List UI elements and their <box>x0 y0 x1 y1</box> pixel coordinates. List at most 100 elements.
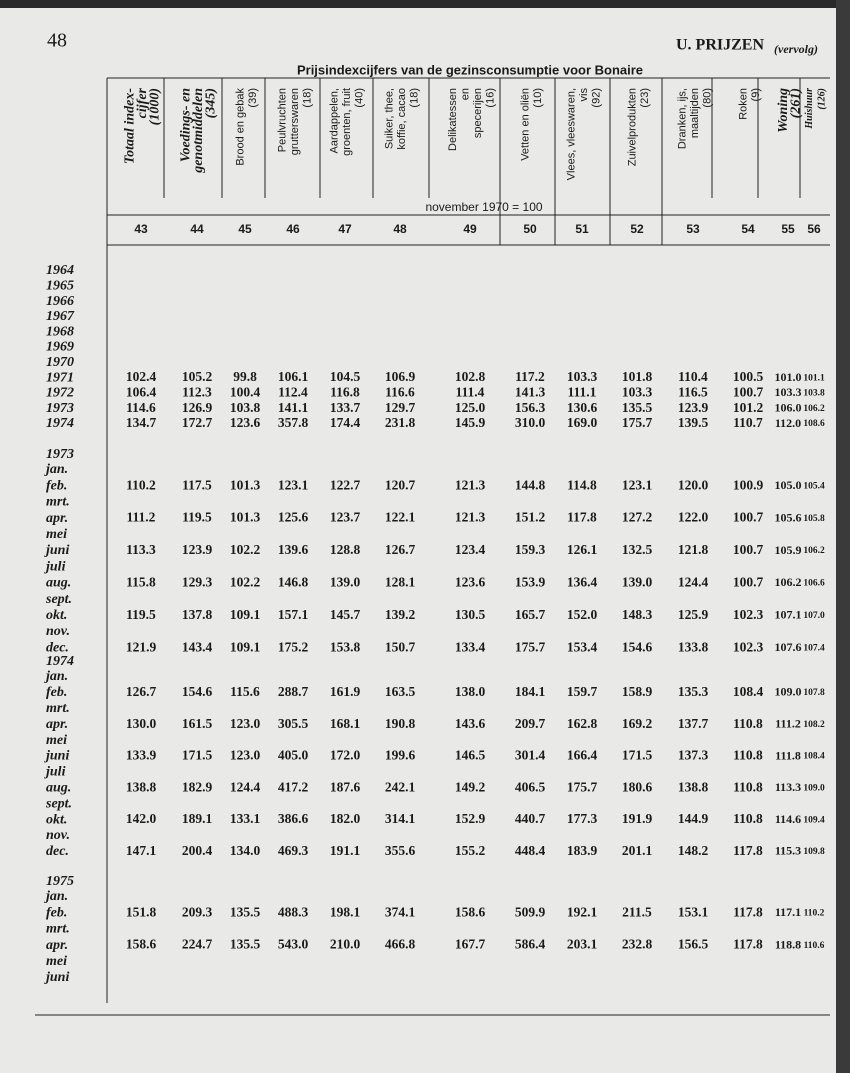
column-header-line: Huishuur <box>804 88 815 130</box>
row-label: mrt. <box>46 701 70 716</box>
column-header-line: Vetten en oliën <box>520 88 532 161</box>
cell-value: 105.2 <box>182 369 213 384</box>
cell-value: 107.4 <box>803 643 825 653</box>
cell-value: 171.5 <box>182 748 213 763</box>
cell-value: 108.4 <box>803 752 825 762</box>
cell-value: 106.4 <box>126 384 157 399</box>
cell-value: 174.4 <box>330 415 361 430</box>
column-header-line: (345) <box>204 88 219 118</box>
cell-value: 135.5 <box>230 937 261 952</box>
cell-value: 128.8 <box>330 542 361 557</box>
cell-value: 123.1 <box>278 477 309 492</box>
cell-value: 123.6 <box>230 415 261 430</box>
cell-value: 118.8 <box>775 937 801 951</box>
cell-value: 466.8 <box>385 937 416 952</box>
cell-value: 109.1 <box>230 607 261 622</box>
row-label: dec. <box>46 844 69 859</box>
cell-value: 154.6 <box>622 639 653 654</box>
cell-value: 153.8 <box>330 639 361 654</box>
cell-value: 110.2 <box>804 908 825 918</box>
cell-value: 169.0 <box>567 415 598 430</box>
cell-value: 139.0 <box>622 574 653 589</box>
cell-value: 106.1 <box>278 369 309 384</box>
cell-value: 200.4 <box>182 843 213 858</box>
cell-value: 110.8 <box>733 716 763 731</box>
row-label: 1973 <box>46 447 74 462</box>
row-label: feb. <box>46 685 67 700</box>
column-number: 47 <box>338 222 352 236</box>
cell-value: 125.0 <box>455 400 486 415</box>
cell-value: 469.3 <box>278 843 309 858</box>
cell-value: 105.9 <box>775 543 802 557</box>
cell-value: 116.8 <box>330 384 360 399</box>
cell-value: 187.6 <box>330 779 361 794</box>
column-number: 50 <box>523 222 537 236</box>
row-label: sept. <box>45 592 72 607</box>
cell-value: 159.7 <box>567 684 598 699</box>
cell-value: 107.1 <box>775 608 802 622</box>
cell-value: 182.9 <box>182 779 213 794</box>
cell-value: 386.6 <box>278 811 309 826</box>
column-header-line: Delikatessen <box>447 88 459 151</box>
cell-value: 100.5 <box>733 369 764 384</box>
cell-value: 107.6 <box>775 640 802 654</box>
column-number: 48 <box>393 222 407 236</box>
row-label: 1967 <box>46 309 75 324</box>
column-header-line: (80) <box>701 88 713 108</box>
cell-value: 148.3 <box>622 607 653 622</box>
row-label: 1974 <box>46 654 74 669</box>
section-title: U. PRIJZEN <box>676 37 764 54</box>
column-header-line: Suiker, thee, <box>383 88 395 149</box>
column-number: 51 <box>575 222 589 236</box>
column-number: 56 <box>807 222 821 236</box>
cell-value: 106.2 <box>803 404 825 414</box>
table-title: Prijsindexcijfers van de gezinsconsumpti… <box>297 62 643 77</box>
cell-value: 133.7 <box>330 400 361 415</box>
cell-value: 158.6 <box>126 937 157 952</box>
cell-value: 135.5 <box>230 904 261 919</box>
cell-value: 99.8 <box>233 369 257 384</box>
cell-value: 133.9 <box>126 748 157 763</box>
cell-value: 189.1 <box>182 811 213 826</box>
cell-value: 314.1 <box>385 811 416 826</box>
column-header-line: Woning <box>776 88 791 133</box>
row-label: jan. <box>44 669 68 684</box>
cell-value: 105.6 <box>775 510 802 524</box>
cell-value: 158.9 <box>622 684 653 699</box>
cell-value: 157.1 <box>278 607 309 622</box>
row-label: juni <box>44 970 69 985</box>
cell-value: 107.0 <box>803 611 825 621</box>
cell-value: 153.1 <box>678 904 709 919</box>
column-header-line: groenten, fruit <box>341 88 353 156</box>
column-header-line: vis <box>578 88 590 102</box>
cell-value: 138.8 <box>678 779 709 794</box>
column-number: 54 <box>741 222 755 236</box>
cell-value: 123.9 <box>182 542 213 557</box>
cell-value: 121.8 <box>678 542 709 557</box>
cell-value: 355.6 <box>385 843 416 858</box>
row-label: apr. <box>46 717 68 732</box>
cell-value: 123.0 <box>230 748 261 763</box>
cell-value: 111.8 <box>775 748 801 762</box>
cell-value: 175.7 <box>515 639 546 654</box>
row-label: mei <box>46 527 67 542</box>
cell-value: 169.2 <box>622 716 653 731</box>
cell-value: 139.5 <box>678 415 709 430</box>
cell-value: 163.5 <box>385 684 416 699</box>
cell-value: 115.3 <box>775 844 801 858</box>
cell-value: 190.8 <box>385 716 416 731</box>
row-label: nov. <box>46 624 70 639</box>
cell-value: 106.2 <box>803 546 825 556</box>
cell-value: 126.7 <box>126 684 157 699</box>
cell-value: 192.1 <box>567 904 598 919</box>
cell-value: 111.2 <box>127 510 156 525</box>
cell-value: 116.6 <box>385 384 415 399</box>
cell-value: 117.5 <box>182 477 212 492</box>
cell-value: 134.7 <box>126 415 157 430</box>
column-header-line: (9) <box>750 88 762 101</box>
cell-value: 107.8 <box>803 688 825 698</box>
column-header-line: Brood en gebak <box>235 88 247 166</box>
row-label: mrt. <box>46 495 70 510</box>
row-label: apr. <box>46 511 68 526</box>
